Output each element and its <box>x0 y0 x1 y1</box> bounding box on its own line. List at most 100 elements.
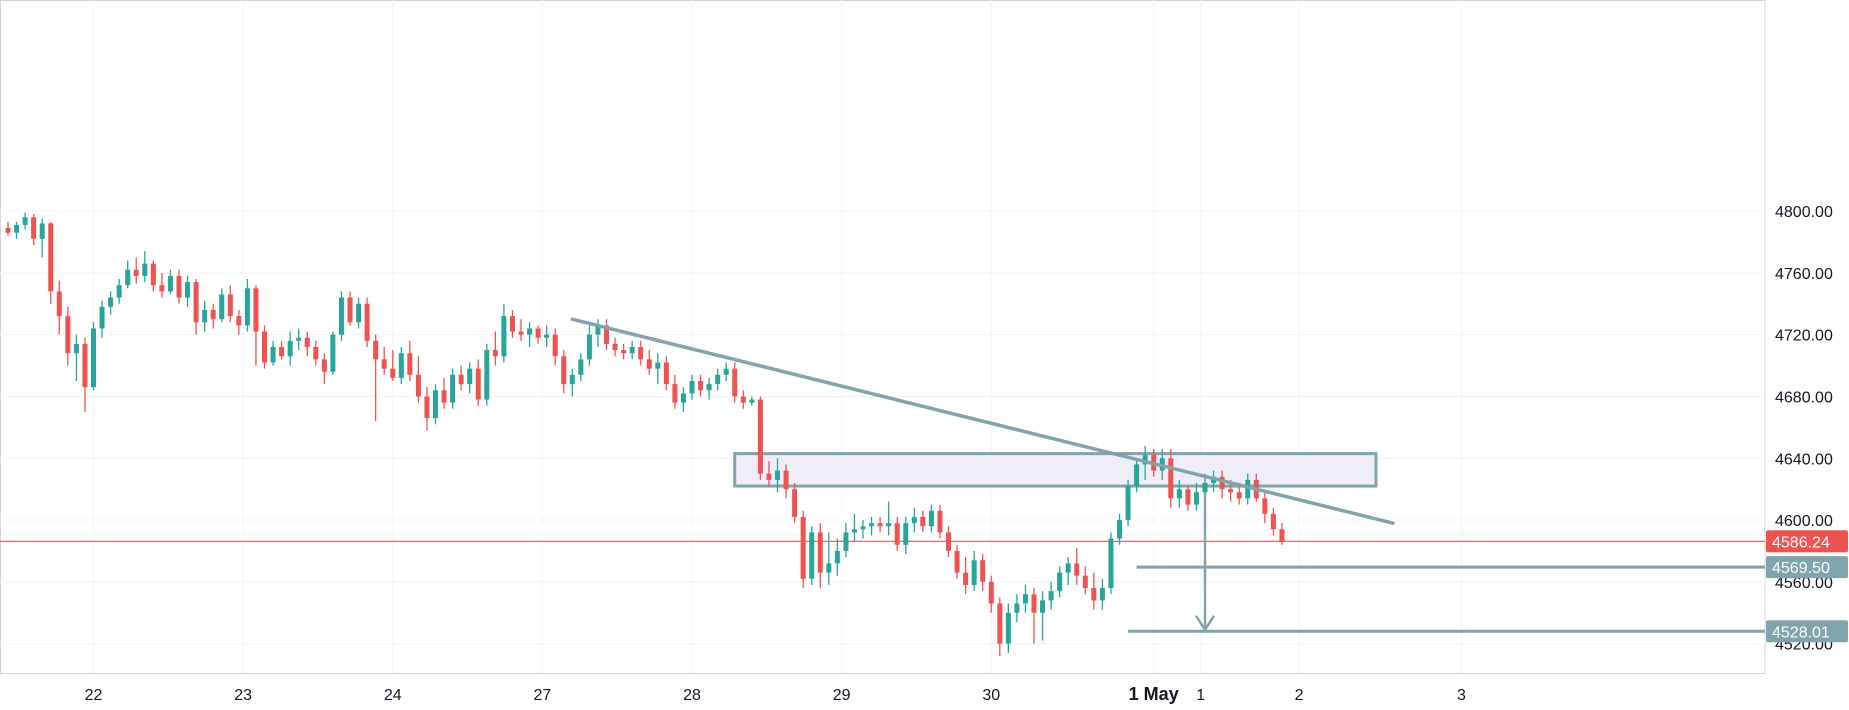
candle-body <box>133 269 139 276</box>
candle-body <box>971 560 977 585</box>
candle-body <box>860 526 866 530</box>
candle-body <box>980 560 986 582</box>
candle-body <box>946 532 951 551</box>
candle-body <box>877 523 883 527</box>
candle-body <box>364 303 370 341</box>
candle-body <box>1193 492 1199 505</box>
candle-body <box>270 347 276 363</box>
last-price-tag: 4586.24 <box>1766 530 1848 553</box>
candle-body <box>484 350 490 400</box>
candle-body <box>185 282 191 298</box>
candle-body <box>31 217 37 239</box>
candle-body <box>1022 594 1028 604</box>
candle-body <box>5 228 11 233</box>
candle-body <box>766 473 772 480</box>
y-tick-label: 4680.00 <box>1775 389 1833 406</box>
candle-body <box>527 328 533 335</box>
candles <box>5 212 1285 657</box>
x-tick-label: 22 <box>85 687 103 704</box>
candle-body <box>450 374 456 403</box>
candle-body <box>680 393 686 403</box>
candle-body <box>792 489 798 517</box>
candle-body <box>809 532 815 579</box>
y-tick-label: 4560.00 <box>1775 575 1833 592</box>
candle-body <box>1014 603 1020 613</box>
candle-body <box>757 399 763 474</box>
candle-body <box>1134 464 1140 487</box>
candle-body <box>1262 498 1268 514</box>
candle-body <box>219 294 225 320</box>
candle-body <box>826 563 832 573</box>
candle-body <box>39 223 45 239</box>
candle-body <box>407 353 413 375</box>
candle-body <box>1117 520 1122 539</box>
candle-body <box>689 381 695 394</box>
resistance-zone <box>733 452 1378 488</box>
candle-body <box>561 356 567 385</box>
last-price-tag-label: 4586.24 <box>1772 534 1830 551</box>
x-tick-label: 23 <box>234 687 252 704</box>
candle-body <box>629 347 635 354</box>
candle-body <box>1168 458 1174 499</box>
candle-body <box>834 550 840 564</box>
candle-body <box>108 297 114 307</box>
x-tick-label: 29 <box>833 687 851 704</box>
candle-body <box>296 337 302 341</box>
x-tick-label: 2 <box>1295 687 1304 704</box>
candle-body <box>501 316 507 357</box>
candle-body <box>287 340 293 357</box>
candle-body <box>398 353 404 378</box>
candle-body <box>886 523 892 527</box>
candle-body <box>313 347 319 360</box>
candle-body <box>1176 489 1182 499</box>
candle-body <box>73 343 79 354</box>
candle-body <box>988 581 994 604</box>
candle-body <box>775 470 780 480</box>
candle-body <box>997 603 1003 644</box>
candle-body <box>433 390 438 419</box>
candle-body <box>1057 572 1063 592</box>
candle-body <box>159 285 165 292</box>
candle-body <box>851 529 857 533</box>
target-arrow-head <box>1194 615 1216 631</box>
candle-body <box>1048 591 1054 601</box>
candle-body <box>1099 588 1105 601</box>
candle-body <box>116 285 122 298</box>
candle-body <box>920 516 926 527</box>
candle-body <box>347 297 353 323</box>
candle-body <box>800 516 806 579</box>
target-price-tag-label: 4528.01 <box>1772 624 1830 641</box>
drawings-layer <box>0 452 1765 542</box>
candle-body <box>373 340 379 360</box>
candle-body <box>1074 563 1080 576</box>
candle-body <box>441 390 447 403</box>
candle-body <box>279 347 285 357</box>
candle-body <box>390 368 396 378</box>
candle-body <box>1005 612 1011 644</box>
candle-body <box>56 291 62 317</box>
candle-body <box>304 337 310 348</box>
y-tick-label: 4800.00 <box>1775 204 1833 221</box>
grid <box>0 0 1766 674</box>
candle-body <box>1202 482 1208 493</box>
candle-body <box>253 288 259 332</box>
candle-body <box>244 288 250 326</box>
candle-body <box>1065 563 1071 573</box>
candle-body <box>48 223 54 292</box>
target-price-tag: 4528.01 <box>1766 620 1848 643</box>
candle-body <box>732 368 738 397</box>
candle-body <box>638 347 644 360</box>
candle-body <box>236 316 242 326</box>
y-tick-label: 4760.00 <box>1775 266 1833 283</box>
candle-body <box>150 263 156 286</box>
candle-body <box>1082 575 1088 589</box>
candle-body <box>1031 594 1037 613</box>
candle-body <box>65 316 71 354</box>
candle-body <box>91 328 96 388</box>
candle-body <box>356 303 362 323</box>
candle-body <box>321 359 327 372</box>
candle-body <box>698 381 704 391</box>
candle-body <box>381 359 387 369</box>
candle-body <box>1245 479 1251 499</box>
